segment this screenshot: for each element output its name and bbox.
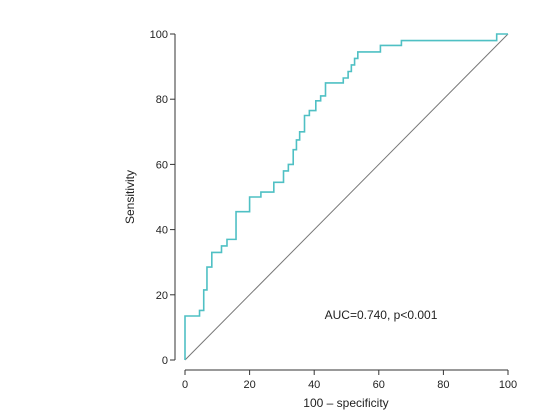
y-tick-label-80: 80	[156, 94, 168, 106]
x-tick-label-80: 80	[437, 379, 449, 391]
x-tick-label-100: 100	[499, 379, 517, 391]
reference-diagonal-line	[184, 33, 509, 361]
plot-marks: 0 20 40 60 80 100 0 20 40 60 80 100	[150, 29, 518, 391]
x-tick-label-40: 40	[308, 379, 320, 391]
y-axis-label: Sensitivity	[123, 170, 137, 224]
x-tick-label-0: 0	[182, 379, 188, 391]
y-tick-label-40: 40	[156, 225, 168, 237]
x-axis-label: 100 – specificity	[303, 396, 388, 410]
x-tick-label-20: 20	[243, 379, 255, 391]
y-tick-label-20: 20	[156, 290, 168, 302]
roc-curve-0	[184, 33, 508, 360]
y-tick-label-0: 0	[162, 355, 168, 367]
y-tick-label-100: 100	[150, 29, 168, 41]
x-tick-label-60: 60	[373, 379, 385, 391]
y-tick-label-60: 60	[156, 159, 168, 171]
auc-annotation: AUC=0.740, p<0.001	[325, 308, 438, 322]
